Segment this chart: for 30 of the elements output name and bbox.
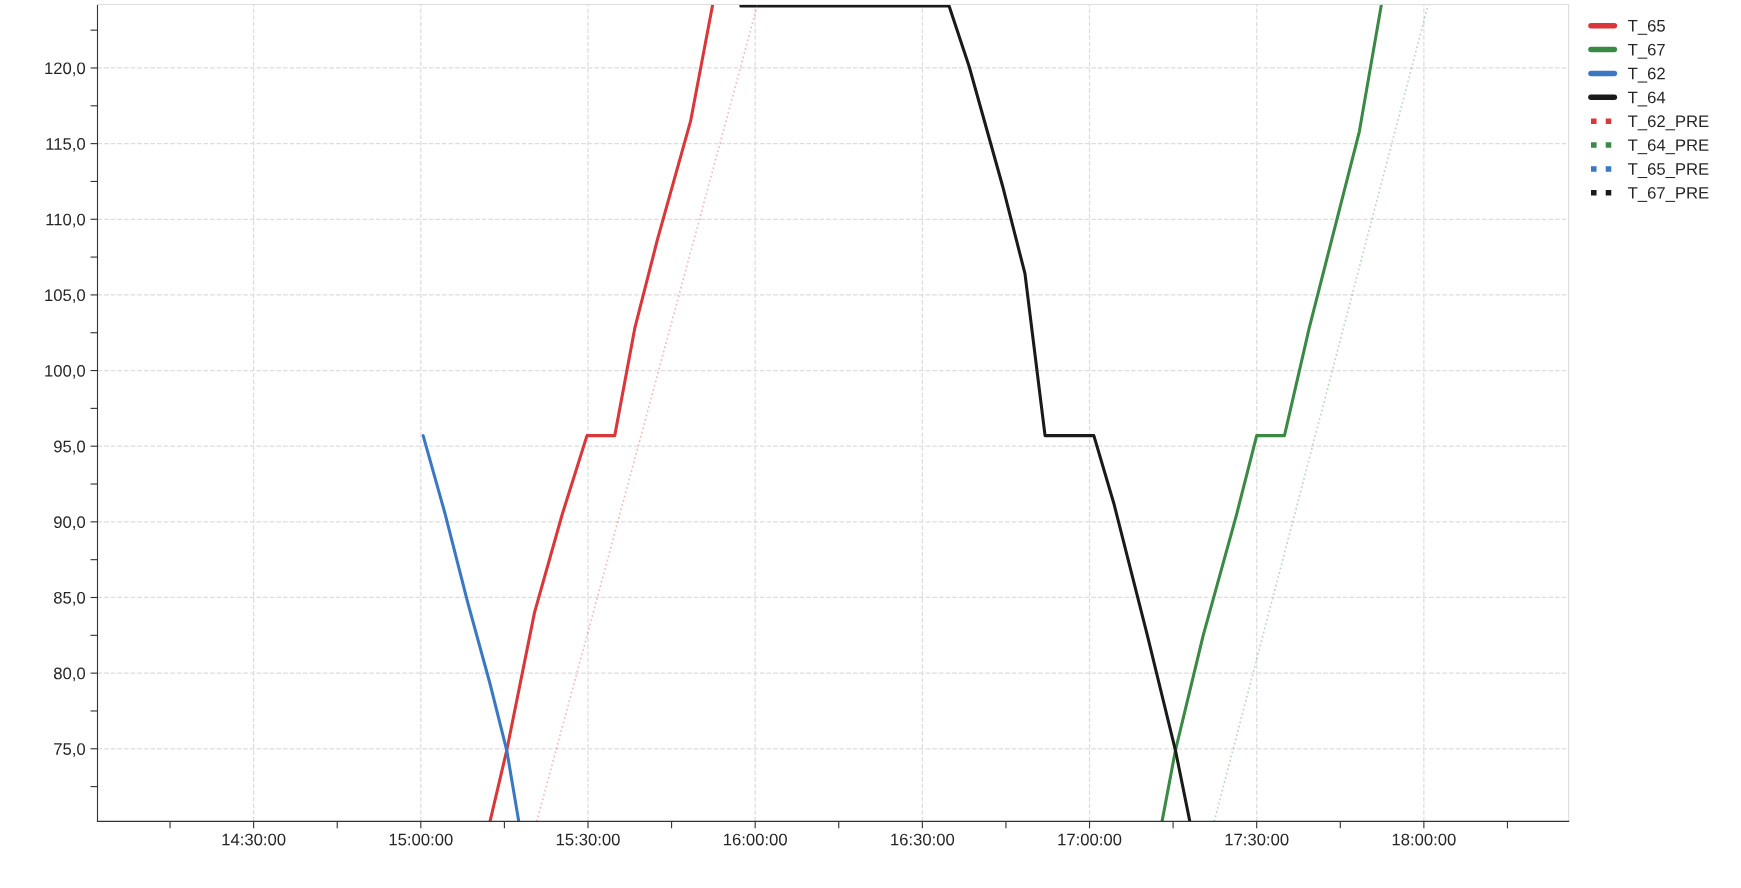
legend-label: T_64: [1628, 91, 1666, 107]
y-tick-label: 85,0: [53, 591, 86, 606]
x-tick-label: 17:00:00: [1058, 833, 1122, 846]
legend-label: T_62_PRE: [1628, 115, 1709, 131]
line-series: [488, 4, 715, 822]
x-tick-label: 16:30:00: [891, 833, 955, 846]
line-series: [739, 4, 1192, 822]
y-tick-label: 100,0: [45, 364, 86, 379]
legend-label: T_62: [1628, 67, 1665, 83]
y-tick-label: 90,0: [54, 516, 86, 531]
line-series: [421, 434, 521, 822]
y-tick-label: 80,0: [53, 667, 86, 682]
y-tick-label: 105,0: [45, 289, 86, 304]
y-tick-label: 75,0: [54, 743, 86, 757]
y-tick-label: 95,0: [54, 440, 86, 455]
legend-label: T_65: [1628, 19, 1665, 35]
x-tick-label: 15:00:00: [389, 833, 453, 846]
line-series: [1160, 4, 1383, 822]
x-tick-label: 15:30:00: [556, 833, 620, 846]
x-tick-label: 18:00:00: [1392, 833, 1456, 846]
legend-label: T_67: [1628, 43, 1665, 59]
y-tick-label: 110,0: [46, 213, 86, 228]
legend-label: T_65_PRE: [1628, 163, 1709, 179]
y-tick-label: 120,0: [45, 62, 86, 77]
x-tick-label: 14:30:00: [222, 833, 286, 846]
x-tick-label: 17:30:00: [1225, 833, 1289, 846]
x-tick-label: 16:00:00: [724, 833, 787, 846]
legend-label: T_67_PRE: [1628, 186, 1709, 202]
y-tick-label: 115,0: [46, 138, 86, 152]
legend-label: T_64_PRE: [1628, 139, 1709, 155]
